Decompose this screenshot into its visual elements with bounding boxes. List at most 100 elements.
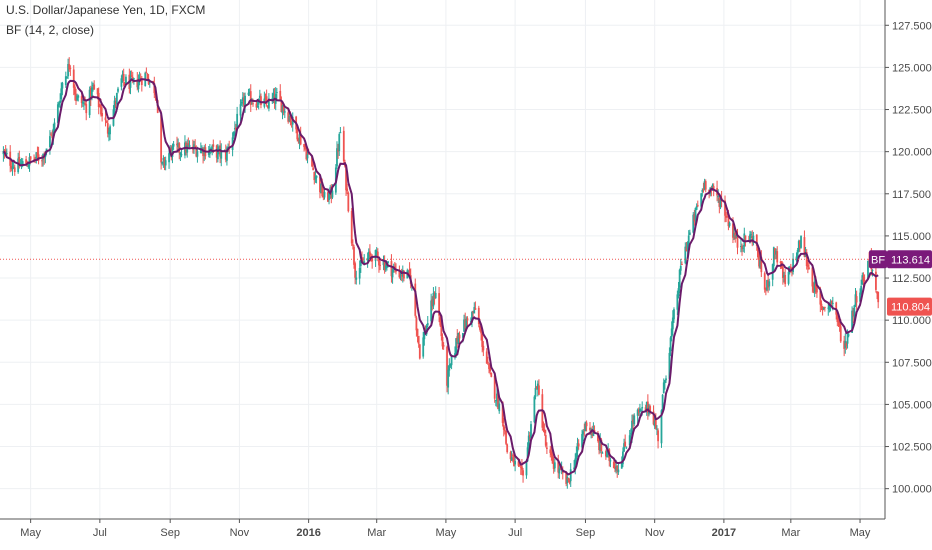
candle-body — [92, 85, 94, 87]
candle-body — [113, 100, 116, 110]
candle-body — [787, 271, 790, 284]
candle-body — [12, 166, 15, 168]
x-tick-label: 2017 — [712, 527, 736, 539]
candle-body — [704, 181, 707, 190]
candle-body — [665, 378, 667, 381]
candle-body — [439, 317, 442, 326]
candle-body — [726, 216, 729, 218]
candle-body — [829, 301, 832, 305]
candle-body — [114, 102, 117, 104]
candle-body — [875, 271, 877, 290]
candle-body — [718, 197, 721, 207]
candle-body — [733, 233, 735, 237]
candle-body — [298, 134, 301, 144]
candle-body — [567, 477, 570, 481]
candle-body — [559, 467, 562, 469]
candle-body — [342, 130, 345, 162]
candle-body — [51, 135, 54, 138]
candle-body — [577, 443, 580, 447]
candle-body — [398, 269, 401, 278]
candle-body — [125, 76, 127, 86]
candle-body — [740, 246, 742, 248]
candle-body — [591, 429, 594, 436]
candle-body — [694, 207, 697, 220]
candle-body — [17, 158, 20, 173]
candle-body — [160, 114, 163, 163]
candle-body — [788, 267, 791, 271]
candle-body — [629, 433, 632, 435]
candle-body — [49, 136, 51, 148]
candle-body — [441, 337, 444, 347]
candle-body — [354, 263, 357, 278]
candle-body — [358, 268, 361, 279]
candle-body — [97, 93, 100, 108]
candle-body — [822, 308, 825, 310]
candle-body — [336, 148, 338, 167]
candle-body — [719, 199, 722, 208]
candle-body — [384, 265, 387, 269]
candle-body — [784, 274, 787, 285]
candle-body — [589, 427, 591, 431]
candle-body — [636, 409, 639, 416]
candle-body — [363, 261, 366, 265]
candle-body — [617, 469, 620, 473]
candle-body — [153, 82, 156, 94]
candle-body — [876, 291, 878, 294]
candle-body — [525, 460, 528, 476]
candle-body — [581, 434, 583, 448]
candle-body — [321, 182, 324, 197]
candle-body — [93, 84, 96, 90]
candle-body — [489, 367, 492, 372]
candle-body — [212, 144, 215, 147]
candle-body — [456, 336, 459, 343]
candle-body — [199, 148, 202, 154]
candle-body — [106, 123, 109, 134]
candle-body — [768, 281, 771, 287]
candle-body — [625, 447, 628, 449]
candle-body — [383, 260, 386, 271]
candle-body — [390, 261, 393, 277]
candle-body — [218, 147, 220, 149]
candle-body — [355, 277, 358, 280]
candle-body — [604, 451, 607, 457]
candle-body — [724, 200, 726, 216]
candle-body — [688, 232, 691, 235]
x-tick-label: Sep — [160, 527, 180, 539]
candle-body — [305, 150, 308, 160]
candle-body — [241, 97, 244, 102]
candle-body — [350, 211, 353, 244]
candle-body — [137, 81, 140, 90]
candle-body — [84, 103, 86, 105]
candle-body — [282, 104, 285, 112]
candle-body — [374, 250, 377, 261]
x-tick-label: Nov — [230, 527, 250, 539]
candle-body — [240, 102, 243, 104]
candle-body — [69, 67, 72, 69]
candle-body — [117, 88, 119, 92]
x-axis[interactable]: May Jul Sep Nov 2016 Mar May Jul Sep Nov 2017 Mar Ma… — [20, 519, 871, 539]
candle-body — [657, 430, 659, 442]
candle-body — [566, 476, 569, 483]
candle-body — [767, 280, 770, 288]
candle-body — [614, 466, 616, 469]
candle-body — [838, 320, 841, 327]
candle-body — [196, 151, 199, 157]
candle-body — [632, 419, 635, 423]
candle-body — [646, 401, 649, 413]
candle-body — [585, 422, 588, 427]
candle-body — [502, 424, 505, 430]
candle-body — [496, 393, 498, 402]
candle-body — [52, 128, 55, 138]
candle-body — [624, 441, 627, 447]
y-axis[interactable]: 100.000 102.500 105.000 107.500 110.000 112.5… — [885, 20, 932, 496]
bf-indicator-line — [3, 78, 879, 476]
candle-body — [314, 176, 317, 180]
candle-body — [322, 195, 325, 198]
candle-body — [473, 307, 476, 314]
candle-body — [684, 246, 687, 264]
candle-body — [471, 311, 473, 323]
candle-body — [235, 127, 237, 130]
candle-body — [136, 79, 139, 88]
candle-body — [60, 88, 63, 100]
